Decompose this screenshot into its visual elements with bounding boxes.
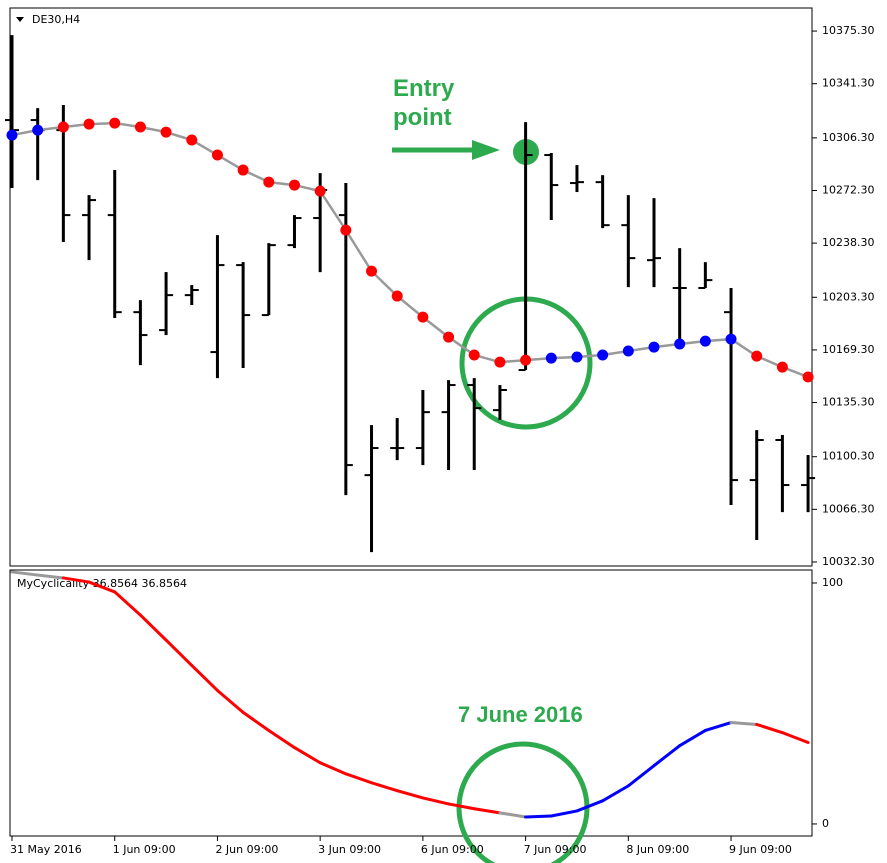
line-dot xyxy=(263,176,275,188)
y-tick-label: 0 xyxy=(822,817,829,830)
line-dot xyxy=(314,185,326,197)
x-tick-label: 3 Jun 09:00 xyxy=(318,843,381,856)
line-dot xyxy=(494,356,506,368)
indicator-segment xyxy=(575,799,605,813)
indicator-segment xyxy=(524,814,553,819)
indicator-segment xyxy=(36,573,65,580)
chart-title: DE30,H4 xyxy=(32,13,80,26)
line-dot xyxy=(160,126,172,138)
indicator-segment xyxy=(318,761,348,776)
indicator-segment xyxy=(755,722,784,735)
menu-arrow[interactable] xyxy=(16,17,24,22)
line-dot xyxy=(571,351,583,363)
line-dot xyxy=(674,338,686,350)
y-tick-label: 10203.30 xyxy=(822,290,875,303)
indicator-segment xyxy=(267,728,296,750)
line-dot xyxy=(468,349,480,361)
line-dot xyxy=(622,345,634,357)
x-tick-label: 8 Jun 09:00 xyxy=(626,843,689,856)
x-tick-label: 9 Jun 09:00 xyxy=(729,843,792,856)
line-dot xyxy=(725,333,737,345)
x-tick-label: 1 Jun 09:00 xyxy=(113,843,176,856)
indicator-title: MyCyclicality 36.8564 36.8564 xyxy=(17,577,187,590)
y-tick-label: 10341.30 xyxy=(822,77,875,90)
line-dot xyxy=(443,331,455,343)
line-dot xyxy=(109,117,121,129)
indicator-segment xyxy=(652,744,682,768)
line-dot xyxy=(597,349,609,361)
line-dot xyxy=(417,311,429,323)
indicator-segment xyxy=(729,721,759,726)
y-tick-label: 10306.30 xyxy=(822,131,875,144)
indicator-segment xyxy=(138,613,168,642)
indicator-segment xyxy=(421,796,451,806)
line-dot xyxy=(340,224,352,236)
y-tick-label: 10135.30 xyxy=(822,396,875,409)
x-tick-label: 31 May 2016 xyxy=(10,843,82,856)
line-dot xyxy=(134,121,146,133)
line-dot xyxy=(366,265,378,277)
indicator-segment xyxy=(626,764,656,788)
indicator-segment xyxy=(215,688,245,714)
line-dot xyxy=(83,118,95,130)
y-tick-label: 10272.30 xyxy=(822,183,875,196)
y-tick-label: 10066.30 xyxy=(822,502,875,515)
y-tick-label: 10238.30 xyxy=(822,236,875,249)
indicator-segment xyxy=(61,576,91,584)
entry-annotation: Entry point xyxy=(393,75,455,131)
indicator-segment xyxy=(10,570,40,577)
line-dot xyxy=(57,121,69,133)
indicator-segment xyxy=(498,811,528,819)
line-dot xyxy=(648,341,660,353)
line-dot xyxy=(391,290,403,302)
line-dot xyxy=(545,352,557,364)
indicator-segment xyxy=(601,784,630,803)
indicator-segment xyxy=(395,789,425,800)
indicator-segment xyxy=(292,746,322,765)
indicator-segment xyxy=(113,590,142,617)
x-tick-label: 7 Jun 09:00 xyxy=(524,843,587,856)
x-tick-label: 2 Jun 09:00 xyxy=(215,843,278,856)
y-tick-label: 100 xyxy=(822,576,843,589)
indicator-segment xyxy=(190,663,219,692)
main-panel xyxy=(9,7,813,567)
line-dot xyxy=(288,179,300,191)
line-dot xyxy=(699,335,711,347)
indicator-segment xyxy=(703,721,733,732)
line-dot xyxy=(6,129,18,141)
line-dot xyxy=(237,164,249,176)
indicator-panel xyxy=(9,569,813,837)
line-dot xyxy=(520,354,532,366)
indicator-segment xyxy=(87,580,117,594)
indicator-segment xyxy=(549,809,579,818)
line-dot xyxy=(211,149,223,161)
indicator-segment xyxy=(344,772,374,785)
entry-arrow-head xyxy=(472,140,500,160)
indicator-segment xyxy=(370,781,399,793)
indicator-segment xyxy=(780,731,810,745)
indicator-segment xyxy=(241,710,271,732)
smoothed-line xyxy=(11,121,809,379)
indicator-segment xyxy=(164,638,194,667)
y-tick-label: 10169.30 xyxy=(822,343,875,356)
y-tick-label: 10375.30 xyxy=(822,24,875,37)
y-tick-label: 10100.30 xyxy=(822,450,875,463)
line-dot xyxy=(751,350,763,362)
indicator-segment xyxy=(447,802,476,811)
line-dot xyxy=(802,371,814,383)
y-tick-label: 10032.30 xyxy=(822,555,875,568)
indicator-segment xyxy=(472,807,502,815)
line-dot xyxy=(32,124,44,136)
indicator-segment xyxy=(678,728,707,748)
line-dot xyxy=(186,134,198,146)
x-tick-label: 6 Jun 09:00 xyxy=(421,843,484,856)
date-annotation: 7 June 2016 xyxy=(458,702,583,727)
line-dot xyxy=(776,361,788,373)
